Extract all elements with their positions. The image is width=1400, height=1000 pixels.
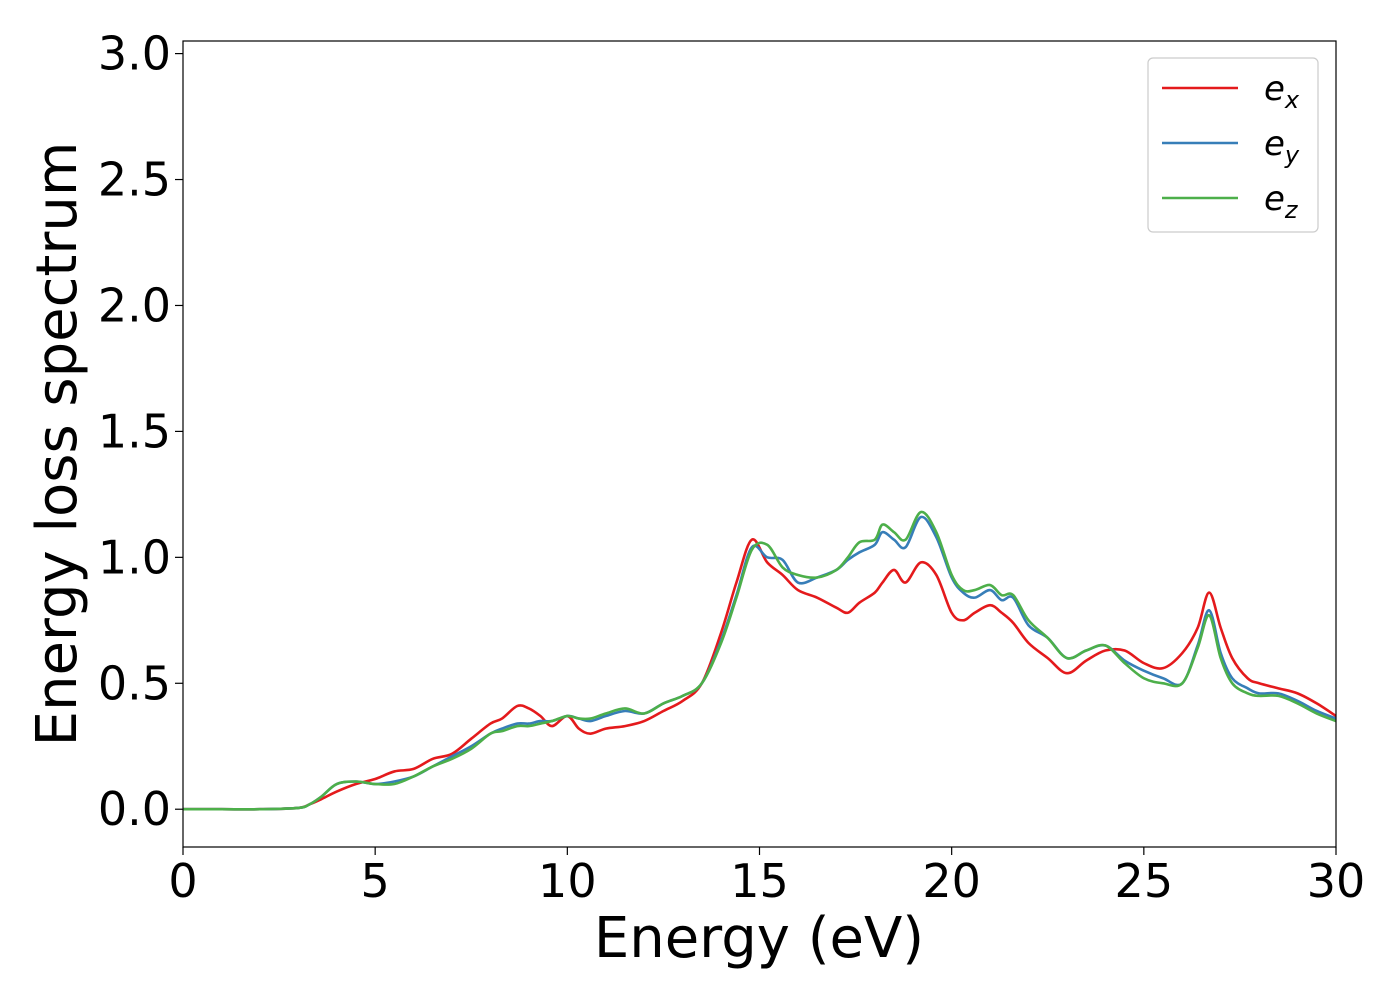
- series-line-ex: [183, 538, 1336, 811]
- y-tick-label: 1.5: [98, 404, 171, 458]
- y-tick-label: 2.5: [98, 153, 171, 207]
- y-axis-label: Energy loss spectrum: [25, 142, 90, 747]
- x-tick-label: 25: [1115, 854, 1174, 908]
- x-tick-label: 0: [168, 854, 197, 908]
- x-tick-label: 30: [1307, 854, 1366, 908]
- legend-subscript: y: [1284, 141, 1300, 169]
- x-tick-label: 20: [922, 854, 981, 908]
- legend-subscript: x: [1284, 86, 1300, 114]
- x-tick-label: 10: [538, 854, 597, 908]
- x-axis: 0 5 10 15 20 25 30: [168, 847, 1365, 908]
- series-layer: [183, 510, 1336, 811]
- y-axis: 0.0 0.5 1.0 1.5 2.0 2.5 3.0: [98, 27, 183, 836]
- x-tick-label: 5: [361, 854, 390, 908]
- legend-box: [1147, 57, 1319, 233]
- series-line-ey: [183, 515, 1336, 811]
- series-line-ez: [183, 510, 1336, 811]
- legend-subscript: z: [1284, 196, 1299, 224]
- y-tick-label: 0.5: [98, 656, 171, 710]
- x-tick-label: 15: [730, 854, 789, 908]
- x-axis-label: Energy (eV): [594, 906, 924, 971]
- y-tick-label: 2.0: [98, 278, 171, 332]
- y-tick-label: 3.0: [98, 27, 171, 81]
- y-tick-label: 1.0: [98, 530, 171, 584]
- y-tick-label: 0.0: [98, 782, 171, 836]
